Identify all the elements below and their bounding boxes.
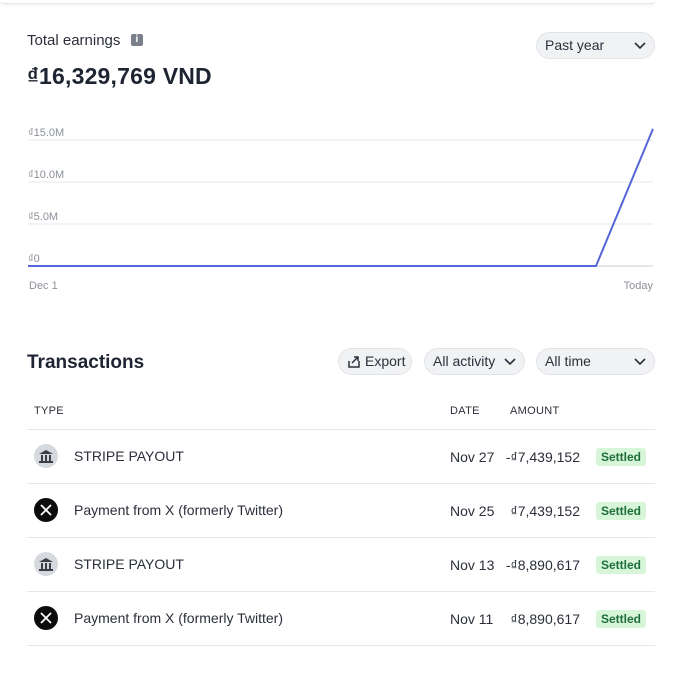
chevron-down-icon (634, 33, 646, 66)
earnings-header: Total earnings i (27, 32, 143, 50)
range-select-value: Past year (545, 37, 605, 53)
top-card-edge (0, 0, 655, 4)
column-header-date: DATE (450, 405, 480, 417)
column-header-amount: AMOUNT (510, 405, 560, 417)
chevron-down-icon (634, 349, 646, 382)
transaction-type: Payment from X (formerly Twitter) (74, 610, 284, 626)
earnings-chart-svg: ₫15.0M ₫10.0M ₫5.0M ₫0 Dec 1 Today (28, 127, 654, 292)
total-earnings-label: Total earnings (27, 32, 121, 50)
transaction-date: Nov 25 (450, 503, 495, 519)
earnings-chart: ₫15.0M ₫10.0M ₫5.0M ₫0 Dec 1 Today (0, 115, 695, 305)
y-tick-label: ₫15.0M (28, 127, 64, 139)
export-button[interactable]: Export (338, 348, 412, 375)
transaction-amount: ₫7,439,152 (510, 503, 580, 519)
chevron-down-icon (504, 349, 516, 382)
transaction-date: Nov 13 (450, 557, 495, 573)
transactions-table-header: TYPE DATE AMOUNT (27, 405, 655, 430)
table-row[interactable]: STRIPE PAYOUT Nov 27 -₫7,439,152 Settled (27, 429, 655, 484)
transaction-type: STRIPE PAYOUT (74, 448, 184, 464)
y-tick-label: ₫10.0M (28, 169, 64, 181)
status-badge: Settled (596, 610, 647, 628)
table-row[interactable]: Payment from X (formerly Twitter) Nov 11… (27, 591, 655, 646)
table-row[interactable]: Payment from X (formerly Twitter) Nov 25… (27, 483, 655, 538)
status-badge: Settled (596, 556, 647, 574)
status-badge: Settled (596, 502, 647, 520)
transaction-amount: -₫8,890,617 (505, 557, 580, 573)
time-filter-value: All time (545, 353, 591, 369)
activity-filter-select[interactable]: All activity (424, 348, 525, 375)
status-badge: Settled (596, 448, 647, 466)
transaction-date: Nov 27 (450, 449, 495, 465)
transaction-amount: -₫7,439,152 (505, 449, 580, 465)
total-earnings-amount: ₫16,329,769 VND (27, 63, 212, 89)
bank-icon (34, 552, 58, 576)
x-tick-label: Dec 1 (29, 280, 58, 292)
export-label: Export (365, 353, 406, 369)
x-logo-icon (34, 498, 58, 522)
table-row[interactable]: STRIPE PAYOUT Nov 13 -₫8,890,617 Settled (27, 537, 655, 592)
y-tick-label: ₫5.0M (28, 211, 58, 223)
y-tick-label: ₫0 (28, 253, 40, 265)
transaction-type: Payment from X (formerly Twitter) (74, 502, 284, 518)
range-select[interactable]: Past year (536, 32, 655, 59)
activity-filter-value: All activity (433, 353, 496, 369)
info-icon[interactable]: i (130, 33, 143, 46)
transaction-amount: ₫8,890,617 (510, 611, 580, 627)
export-icon (347, 349, 361, 382)
x-tick-label: Today (624, 280, 654, 292)
column-header-type: TYPE (34, 405, 64, 417)
transaction-date: Nov 11 (450, 611, 494, 627)
time-filter-select[interactable]: All time (536, 348, 655, 375)
x-logo-icon (34, 606, 58, 630)
earnings-series-line (28, 128, 654, 267)
transaction-type: STRIPE PAYOUT (74, 556, 184, 572)
transactions-title: Transactions (27, 352, 145, 373)
bank-icon (34, 444, 58, 468)
